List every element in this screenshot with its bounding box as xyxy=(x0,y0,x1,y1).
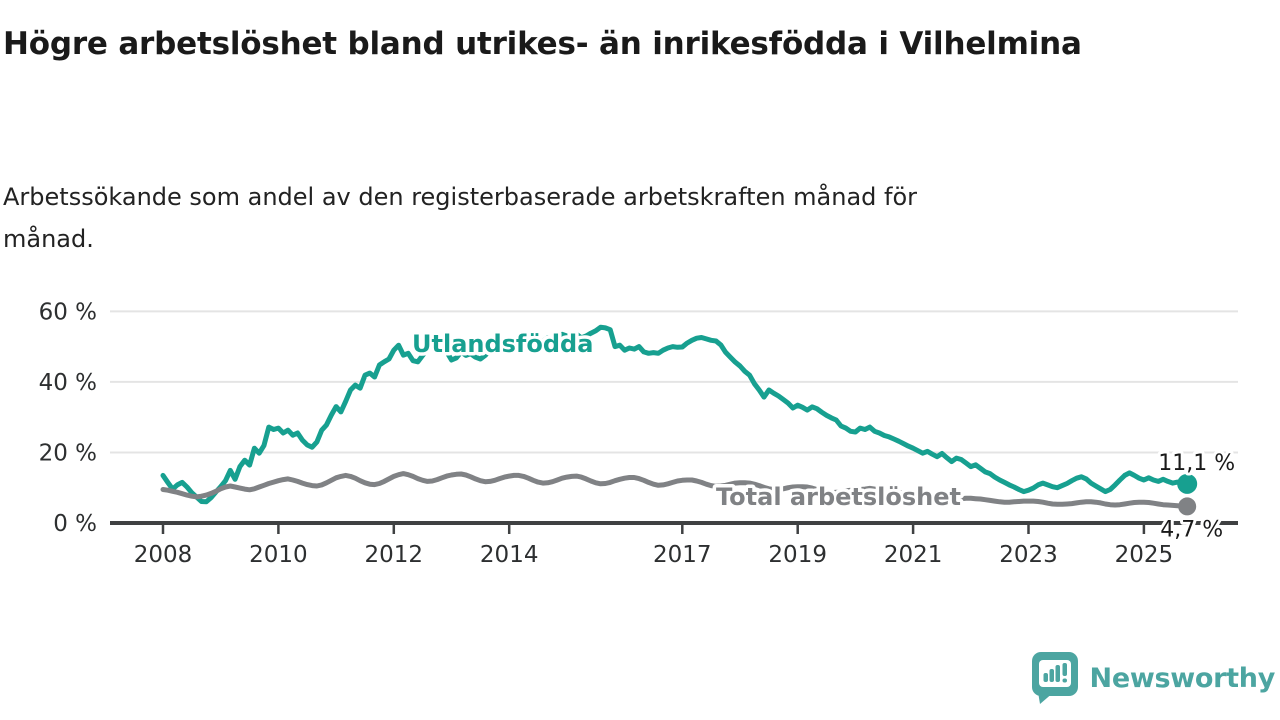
y-axis-tick-label: 40 % xyxy=(39,370,97,396)
series-line-total xyxy=(160,471,1190,509)
series-label-utlandsfodda: Utlandsfödda xyxy=(412,330,593,358)
x-axis-tick-label: 2012 xyxy=(365,542,424,568)
newsworthy-logo-text: Newsworthy xyxy=(1089,662,1276,694)
end-value-label-total: 4,7 % xyxy=(1160,517,1223,542)
y-axis-tick-label: 60 % xyxy=(39,299,97,325)
series-end-dot xyxy=(1177,473,1198,494)
x-axis-tick-label: 2010 xyxy=(249,542,308,568)
newsworthy-bar-chart-speech-bubble-icon xyxy=(1031,652,1078,704)
end-value-label-utlandsfodda: 11,1 % xyxy=(1158,451,1235,476)
x-axis-tick-label: 2019 xyxy=(768,542,827,568)
x-axis-tick-label: 2008 xyxy=(134,542,193,568)
chart-subtitle: Arbetssökande som andel av den registerb… xyxy=(3,183,918,253)
x-axis-tick-label: 2021 xyxy=(884,542,943,568)
y-axis-tick-label: 20 % xyxy=(39,440,97,466)
x-axis-tick-label: 2025 xyxy=(1115,542,1174,568)
x-axis-tick-label: 2023 xyxy=(999,542,1058,568)
x-axis-tick-label: 2014 xyxy=(480,542,539,568)
y-axis-tick-label: 0 % xyxy=(53,511,97,537)
series-line-utlandsfodda xyxy=(160,324,1190,505)
newsworthy-logo: Newsworthy xyxy=(1031,652,1276,704)
chart-title: Högre arbetslöshet bland utrikes- än inr… xyxy=(3,26,1082,62)
series-end-dot xyxy=(1178,497,1197,516)
x-axis-tick-label: 2017 xyxy=(653,542,712,568)
series-label-total: Total arbetslöshet xyxy=(716,483,961,511)
